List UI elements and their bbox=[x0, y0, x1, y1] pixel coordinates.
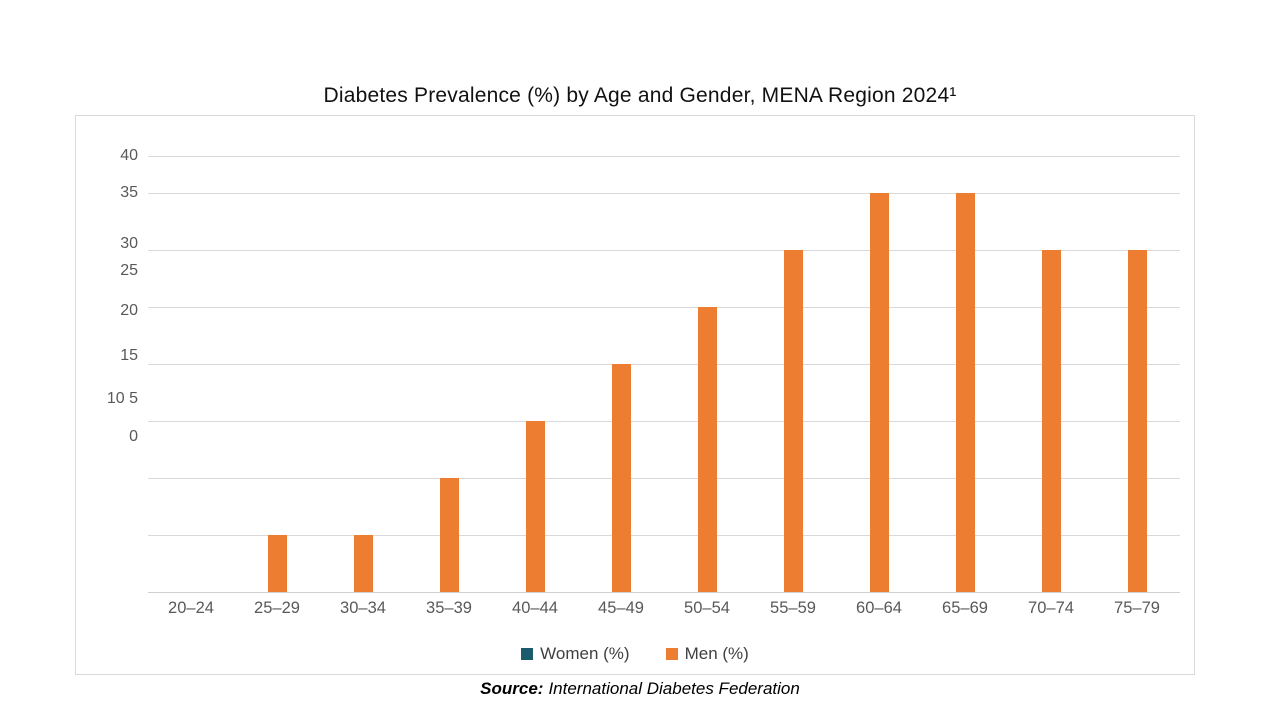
bar-men bbox=[784, 250, 803, 592]
source-note: Source: International Diabetes Federation bbox=[0, 679, 1280, 699]
y-axis-label: 35 bbox=[120, 184, 138, 201]
legend-swatch-icon bbox=[521, 648, 534, 660]
y-axis-label: 15 bbox=[120, 347, 138, 364]
y-axis-label: 20 bbox=[120, 302, 138, 319]
x-axis-label: 40–44 bbox=[512, 599, 558, 617]
y-axis-label: 0 bbox=[129, 428, 138, 445]
bar-men bbox=[354, 535, 373, 592]
y-axis-label: 10 5 bbox=[106, 390, 138, 407]
x-axis-label: 60–64 bbox=[856, 599, 902, 617]
gridline bbox=[148, 478, 1180, 479]
bar-men bbox=[440, 478, 459, 592]
y-axis-label: 25 bbox=[120, 262, 138, 279]
legend-label: Women (%) bbox=[540, 644, 630, 663]
x-axis-label: 70–74 bbox=[1028, 599, 1074, 617]
y-axis-label: 40 bbox=[120, 147, 138, 164]
bar-men bbox=[1042, 250, 1061, 592]
legend: Women (%) Men (%) bbox=[76, 644, 1194, 664]
gridline bbox=[148, 250, 1180, 251]
legend-label: Men (%) bbox=[684, 644, 749, 663]
bar-men bbox=[268, 535, 287, 592]
gridline bbox=[148, 307, 1180, 308]
x-axis-label: 20–24 bbox=[168, 599, 214, 617]
legend-item: Men (%) bbox=[665, 644, 749, 664]
bar-men bbox=[526, 421, 545, 592]
x-axis-label: 75–79 bbox=[1114, 599, 1160, 617]
legend-item: Women (%) bbox=[521, 644, 630, 664]
x-axis-label: 55–59 bbox=[770, 599, 816, 617]
y-axis-label: 30 bbox=[120, 235, 138, 252]
gridline bbox=[148, 421, 1180, 422]
gridline bbox=[148, 364, 1180, 365]
gridline bbox=[148, 193, 1180, 194]
x-axis-label: 30–34 bbox=[340, 599, 386, 617]
gridline bbox=[148, 592, 1180, 593]
chart-area: 40 35 30 25 20 15 10 5 0 20–24 25–29 30–34 35–39 40–… bbox=[75, 115, 1195, 675]
chart-title: Diabetes Prevalence (%) by Age and Gende… bbox=[323, 84, 957, 107]
bar-men bbox=[612, 364, 631, 592]
bar-men bbox=[1128, 250, 1147, 592]
x-axis-label: 35–39 bbox=[426, 599, 472, 617]
x-axis-label: 45–49 bbox=[598, 599, 644, 617]
bar-men bbox=[698, 307, 717, 592]
legend-swatch-icon bbox=[665, 648, 678, 660]
gridline bbox=[148, 156, 1180, 157]
source-label: Source: bbox=[480, 679, 544, 698]
bar-men bbox=[956, 193, 975, 592]
x-axis-label: 65–69 bbox=[942, 599, 988, 617]
bar-men bbox=[870, 193, 889, 592]
gridline bbox=[148, 535, 1180, 536]
x-axis-label: 50–54 bbox=[684, 599, 730, 617]
source-text: International Diabetes Federation bbox=[548, 679, 800, 698]
x-axis-label: 25–29 bbox=[254, 599, 300, 617]
